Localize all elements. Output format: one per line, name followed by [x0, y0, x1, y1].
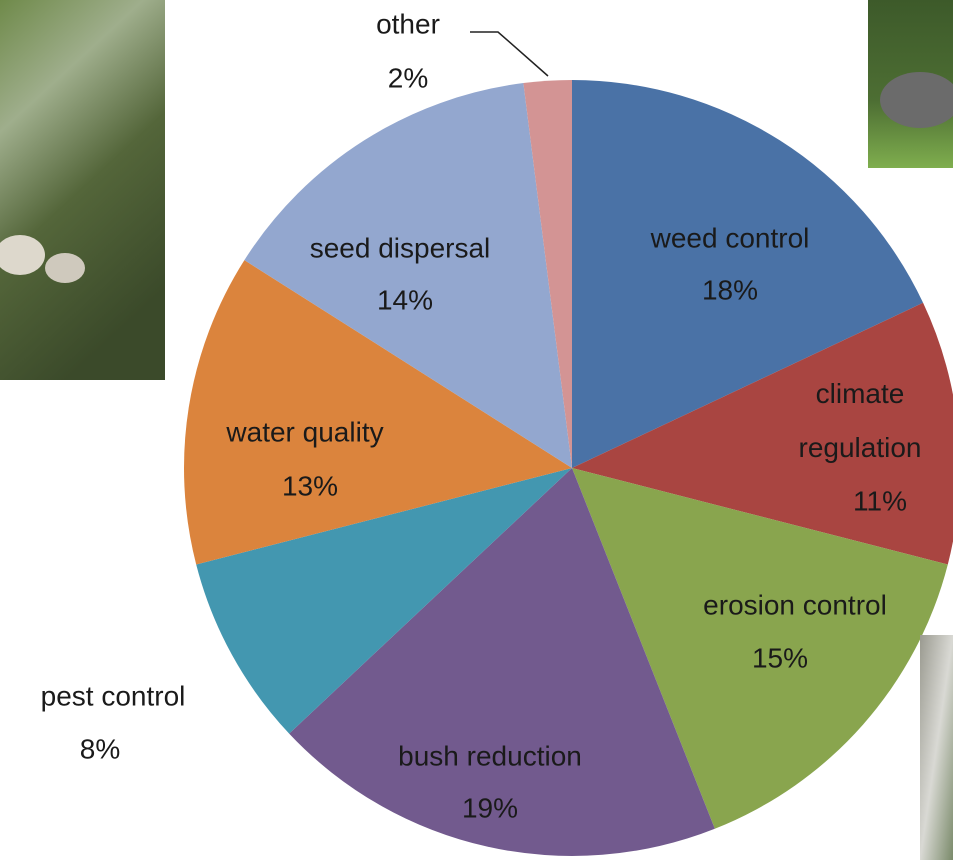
category-label: erosion control	[703, 589, 887, 620]
value-label: 18%	[702, 274, 758, 305]
leader-line	[470, 31, 549, 77]
value-label: 15%	[752, 642, 808, 673]
category-label: bush reduction	[398, 740, 582, 771]
value-label: 11%	[853, 485, 907, 516]
pie-slice	[289, 468, 715, 856]
labels: weed control 18% climate regulation 11% erosi…	[41, 8, 922, 823]
pie-slice	[184, 260, 573, 565]
value-label: 14%	[377, 284, 433, 315]
pie-slice	[572, 302, 953, 565]
pie-slice	[572, 468, 948, 829]
value-label: 13%	[282, 470, 338, 501]
pie	[184, 80, 953, 856]
category-label: climate regulation	[799, 378, 922, 463]
pie-slice	[196, 468, 572, 734]
photo-sheep	[0, 0, 165, 380]
photo-rhino	[868, 0, 953, 168]
pie-slice	[572, 80, 924, 468]
pie-slice	[523, 80, 572, 468]
pie-slice	[244, 83, 573, 468]
value-label: 19%	[462, 792, 518, 823]
value-label: 2%	[388, 62, 428, 93]
category-label: other	[376, 8, 440, 39]
category-label: water quality	[225, 416, 383, 447]
value-label: 8%	[80, 733, 120, 764]
photo-goat	[920, 635, 953, 860]
category-label: seed dispersal	[310, 232, 491, 263]
category-label: weed control	[650, 222, 810, 253]
category-label: pest control	[41, 680, 186, 711]
